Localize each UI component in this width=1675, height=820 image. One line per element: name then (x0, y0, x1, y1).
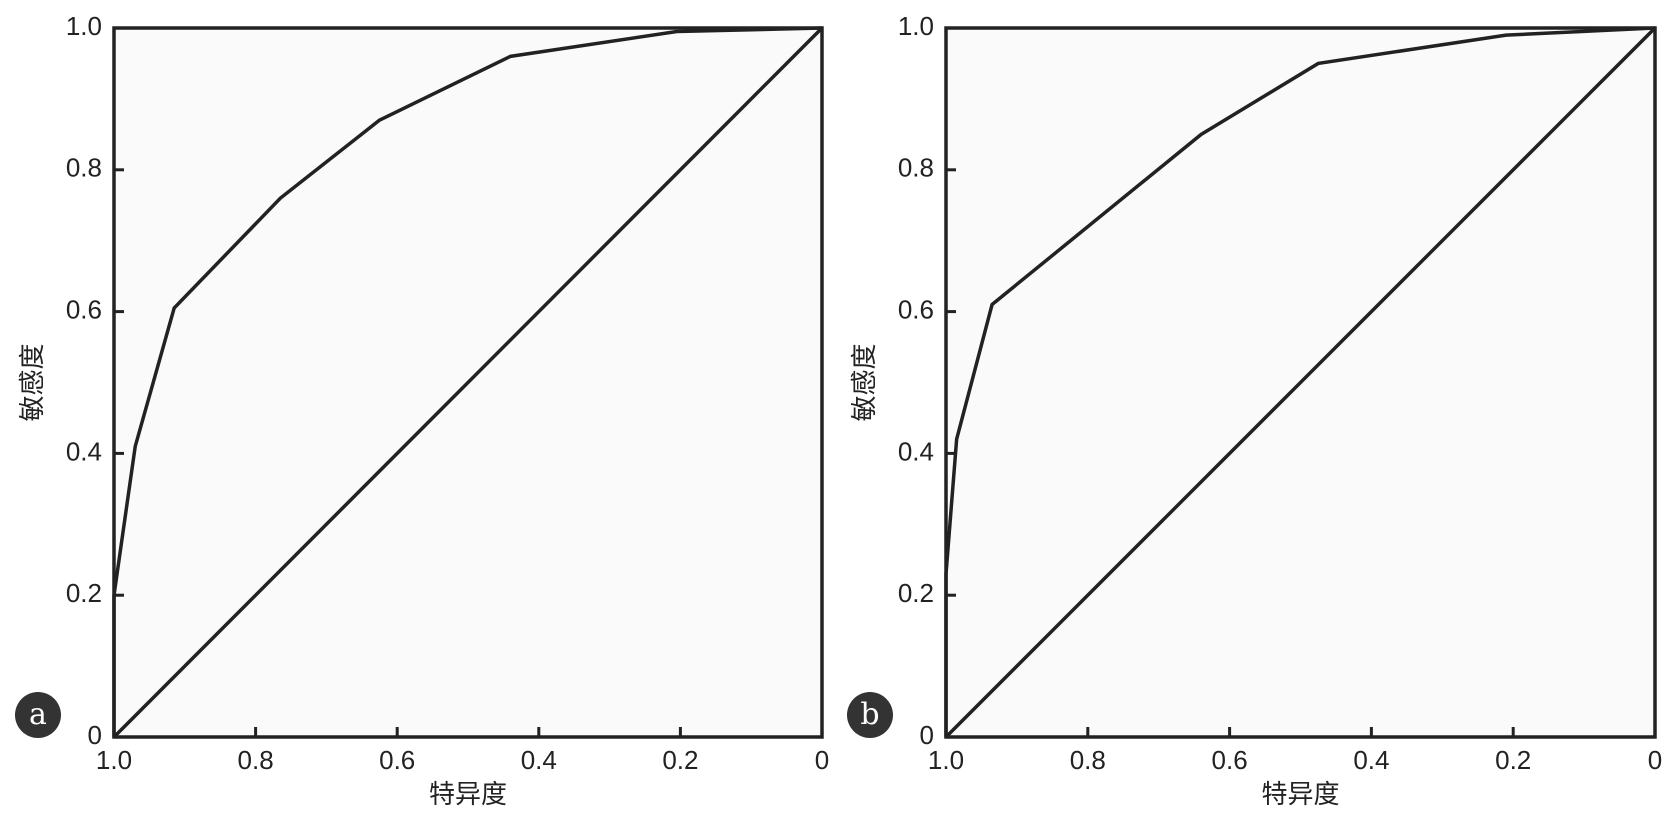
y-tick-label: 0 (920, 720, 934, 750)
x-tick-label: 0.4 (521, 745, 557, 775)
roc-line (944, 26, 1656, 737)
x-tick-label: 0.2 (1495, 745, 1531, 775)
y-tick-label: 1.0 (898, 11, 934, 41)
roc-line (944, 26, 1657, 739)
x-tick-label: 0.6 (379, 745, 415, 775)
roc-line (112, 26, 824, 739)
y-tick-label: 0.4 (898, 436, 934, 466)
panel-badge (15, 692, 61, 738)
x-tick-label: 0.8 (1070, 745, 1106, 775)
x-axis-title: 特异度 (1261, 780, 1339, 810)
x-tick-label: 1.0 (96, 745, 132, 775)
y-tick-label: 0.2 (898, 578, 934, 608)
y-axis-title: 敏感度 (850, 343, 880, 421)
y-tick-label: 0.6 (898, 294, 934, 324)
y-tick-label: 0.8 (66, 153, 102, 183)
x-tick-label: 0.2 (662, 745, 698, 775)
x-tick-label: 1.0 (928, 745, 964, 775)
panel-label: b (860, 697, 879, 732)
roc-line (112, 26, 823, 737)
x-tick-label: 0 (1648, 745, 1662, 775)
x-tick-label: 0 (815, 745, 829, 775)
panel-badge (847, 692, 893, 738)
y-tick-label: 0 (88, 720, 102, 750)
y-tick-label: 1.0 (66, 11, 102, 41)
y-tick-label: 0.4 (66, 436, 102, 466)
y-tick-label: 0.8 (898, 153, 934, 183)
y-axis-title: 敏感度 (18, 343, 48, 421)
x-tick-label: 0.4 (1353, 745, 1389, 775)
x-tick-label: 0.6 (1212, 745, 1248, 775)
y-tick-label: 0.6 (66, 294, 102, 324)
x-tick-label: 0.8 (238, 745, 274, 775)
panel-label: a (29, 697, 47, 732)
y-tick-label: 0.2 (66, 578, 102, 608)
x-axis-title: 特异度 (429, 780, 507, 810)
